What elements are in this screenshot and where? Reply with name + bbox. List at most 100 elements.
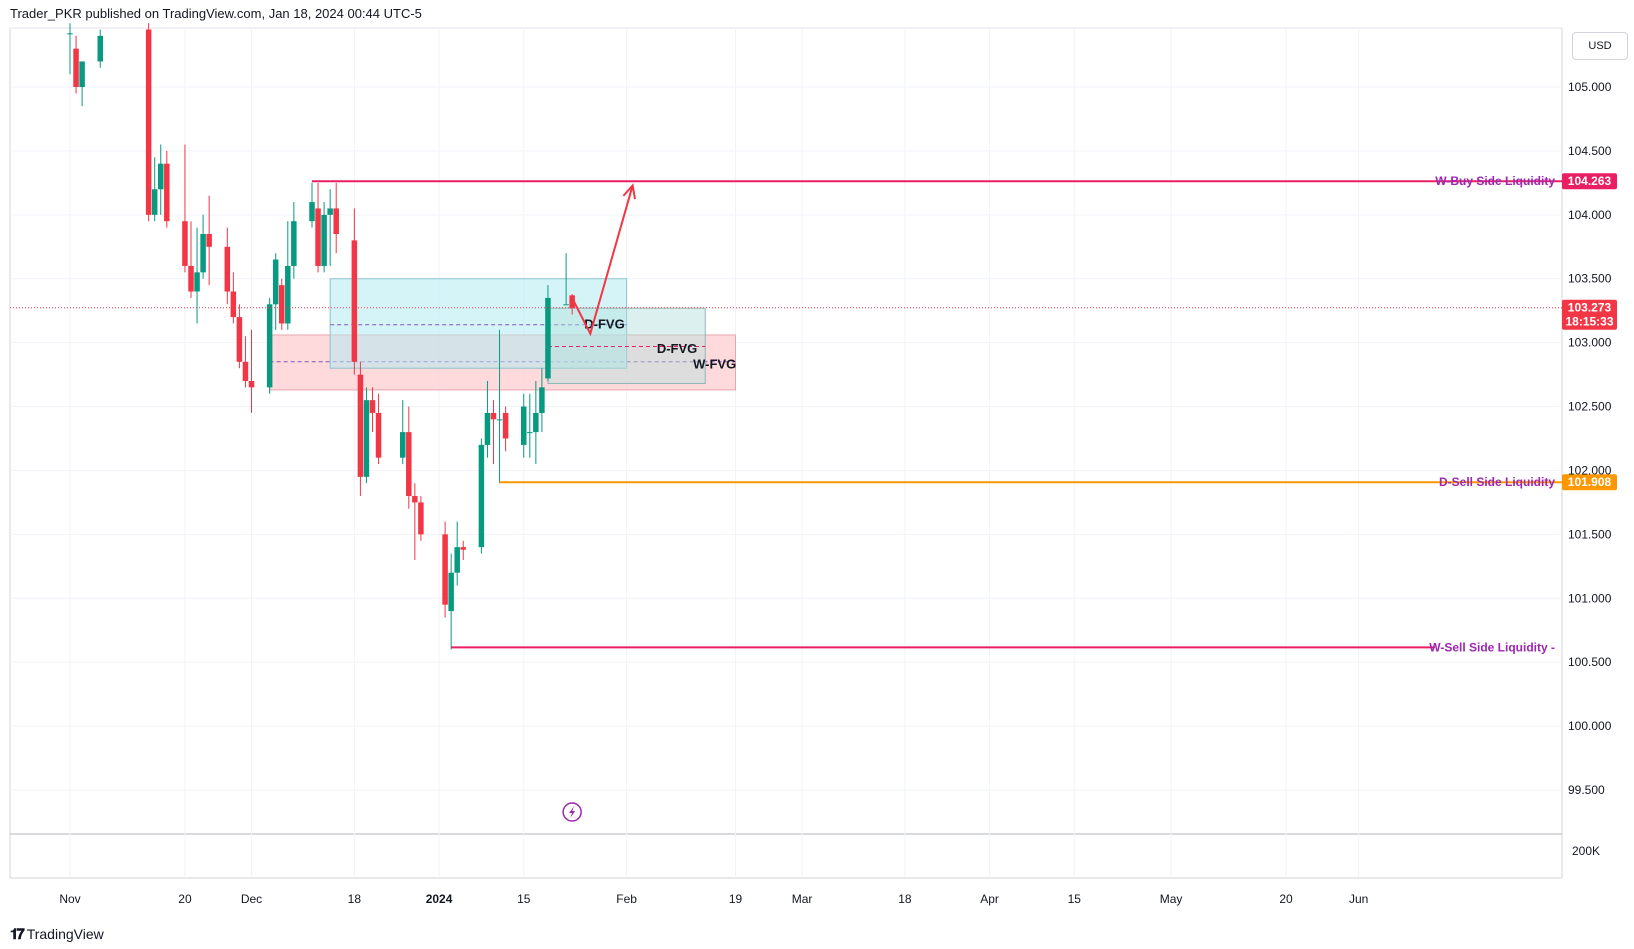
candle-body [158,163,164,190]
x-tick-label: May [1160,892,1183,906]
candle-bearish[interactable] [406,406,412,509]
projection-arrow-path[interactable] [571,185,634,337]
candle-bearish[interactable] [279,278,285,330]
candle-bearish[interactable] [375,393,382,465]
tradingview-brand: TradingView [26,926,104,942]
candle-bearish[interactable] [418,496,424,541]
x-tick-label: 18 [898,892,912,906]
candle-bearish[interactable] [248,329,255,413]
candle-bearish[interactable] [224,227,231,305]
candle-bearish[interactable] [145,23,152,222]
candle-bearish[interactable] [242,336,249,388]
x-tick-label: Apr [980,892,999,906]
candle-bullish[interactable] [321,202,327,273]
candle-body [188,265,194,292]
candle-bearish[interactable] [490,400,497,465]
candle-bullish[interactable] [448,553,454,650]
y-tick-label: 105.000 [1568,80,1612,94]
x-tick-label: 19 [729,892,743,906]
fvg-zone[interactable] [547,307,706,385]
candle-bullish[interactable] [363,387,370,484]
y-tick-label: 104.000 [1568,208,1612,222]
candle-body [412,496,418,503]
candle-bullish[interactable] [79,61,85,107]
candle-bullish[interactable] [266,297,273,394]
candle-bearish[interactable] [412,483,418,560]
x-tick-label: 20 [178,892,192,906]
liquidity-price-tag-text: 101.908 [1568,475,1612,489]
candle-bearish[interactable] [73,35,79,94]
volume-axis-label: 200K [1572,844,1600,858]
candle-bullish[interactable] [533,380,539,465]
tradingview-logo[interactable]: 𝟏𝟕 TradingView [10,925,104,943]
candle-bearish[interactable] [442,521,448,618]
candle-bearish[interactable] [460,540,467,560]
projection-arrow-head [622,183,637,200]
candle-bullish[interactable] [309,182,315,228]
candle-bullish[interactable] [563,253,569,306]
candle-body [151,189,158,215]
candle-bullish[interactable] [158,144,164,215]
candle-bearish[interactable] [188,221,194,298]
candle-bearish[interactable] [315,182,321,273]
candle-bullish[interactable] [539,368,545,433]
candle-body [236,317,243,362]
x-tick-label: 2024 [426,892,453,906]
candle-body [182,221,188,266]
candle-bullish[interactable] [200,214,206,279]
y-tick-label: 102.000 [1568,463,1612,477]
candle-body [369,400,376,413]
candle-bearish[interactable] [333,182,339,254]
candle-body [454,547,460,573]
candle-bullish[interactable] [454,521,460,586]
candle-body [291,221,297,266]
candle-bullish[interactable] [97,29,104,68]
axes: 105.000 104.500 104.000 103.500 103.000 102.5… [59,80,1611,906]
candle-bearish[interactable] [206,195,212,286]
candle-bullish[interactable] [527,393,533,458]
candle-bearish[interactable] [351,208,358,375]
candle-body [272,259,279,305]
candle-bullish[interactable] [496,329,503,484]
candle-bullish[interactable] [151,157,158,222]
candle-bullish[interactable] [194,227,200,324]
candle-body [194,272,200,292]
candle-bullish[interactable] [521,393,527,458]
candle-body [73,48,79,87]
candle-body [79,61,85,87]
candle-body [248,380,255,388]
currency-button[interactable]: USD [1572,32,1628,60]
x-tick-label: 18 [348,892,362,906]
x-tick-label: Nov [59,892,80,906]
candle-body [442,534,448,605]
candle-body [418,502,424,535]
fvg-zone[interactable] [329,278,628,369]
candle-bearish[interactable] [164,150,170,228]
liquidity-label: W-Sell Side Liquidity - [1429,640,1555,654]
candle-bullish[interactable] [272,253,279,330]
candle-bullish[interactable] [478,438,485,554]
candle-bearish[interactable] [236,304,243,369]
grid [9,27,1563,879]
candle-body [164,163,170,222]
candle-body [539,387,545,413]
y-tick-label: 103.000 [1568,336,1612,350]
candle-body [563,304,569,306]
candle-body [224,246,231,292]
candle-bullish[interactable] [67,23,73,75]
candle-bearish[interactable] [182,144,188,273]
candle-bearish[interactable] [357,361,364,497]
candle-bearish[interactable] [569,294,575,315]
candle-bullish[interactable] [285,221,291,330]
candle-bullish[interactable] [484,380,491,458]
candle-bullish[interactable] [545,285,551,381]
candle-body [279,285,285,324]
candle-bearish[interactable] [230,272,237,324]
candle-bullish[interactable] [400,400,406,465]
candle-bearish[interactable] [502,406,509,452]
candle-bullish[interactable] [327,189,333,266]
candle-body [333,208,339,234]
candle-bearish[interactable] [369,387,376,433]
candle-bullish[interactable] [291,202,297,279]
